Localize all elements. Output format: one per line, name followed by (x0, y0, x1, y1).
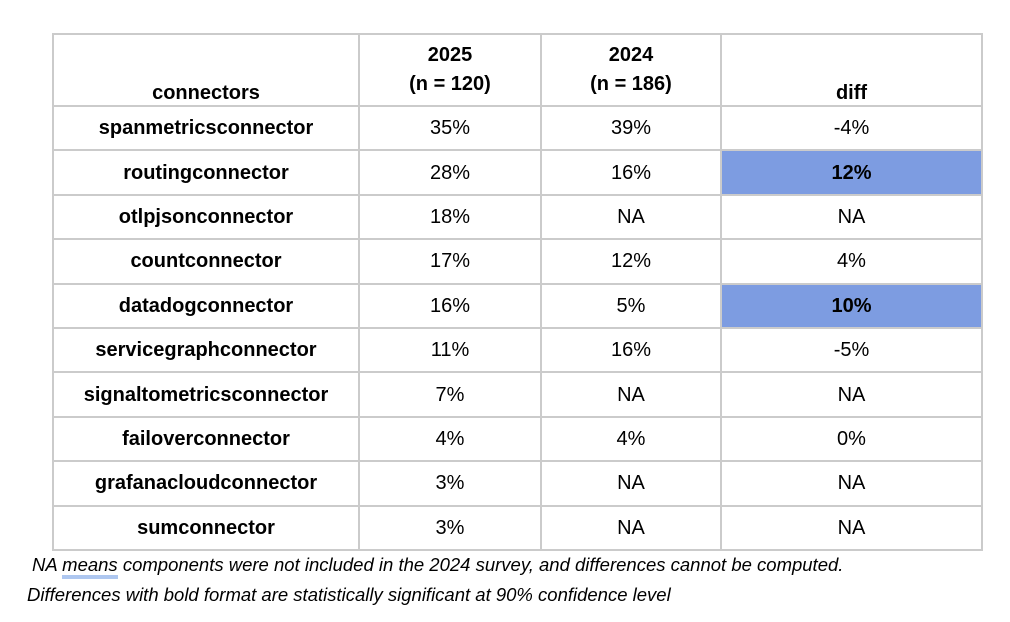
value-2025-cell: 7% (358, 371, 542, 418)
underlined-word-means: means (62, 554, 118, 579)
col-header-2025-year: 2025 (427, 44, 473, 66)
table-row: datadogconnector 16% 5% 10% (52, 282, 983, 329)
value-2025-cell: 28% (358, 149, 542, 196)
footnote-line-1: NA means components were not included in… (32, 553, 844, 579)
diff-cell: -5% (720, 326, 983, 374)
value-2025-cell: 17% (358, 238, 542, 285)
connector-name-cell: routingconnector (52, 149, 360, 196)
connector-name-cell: countconnector (52, 238, 360, 285)
diff-cell: 4% (720, 238, 983, 285)
footnote-line-2: Differences with bold format are statist… (27, 584, 671, 605)
value-2025-cell: 16% (358, 282, 542, 329)
col-header-2024-year: 2024 (608, 44, 654, 66)
table-row: routingconnector 28% 16% 12% (52, 149, 983, 196)
col-header-2024: 2024 (n = 186) (540, 33, 722, 107)
table-row: countconnector 17% 12% 4% (52, 238, 983, 285)
value-2025-cell: 18% (358, 193, 542, 241)
table-row: spanmetricsconnector 35% 39% -4% (52, 104, 983, 152)
col-header-diff: diff (720, 33, 983, 107)
footnote-na-prefix: NA (32, 554, 63, 575)
col-header-2025-n: (n = 120) (409, 73, 491, 95)
connector-name-cell: grafanacloudconnector (52, 460, 360, 507)
connectors-table: connectors 2025 (n = 120) 2024 (n = 186)… (52, 33, 983, 551)
diff-cell: NA (720, 504, 983, 551)
diff-cell: -4% (720, 104, 983, 152)
col-header-2025: 2025 (n = 120) (358, 33, 542, 107)
value-2025-cell: 3% (358, 460, 542, 507)
value-2024-cell: NA (540, 504, 722, 551)
connector-name-cell: failoverconnector (52, 415, 360, 463)
table-row: otlpjsonconnector 18% NA NA (52, 193, 983, 241)
table-row: signaltometricsconnector 7% NA NA (52, 371, 983, 418)
value-2025-cell: 35% (358, 104, 542, 152)
col-header-connectors: connectors (52, 33, 360, 107)
value-2025-cell: 4% (358, 415, 542, 463)
header-row: connectors 2025 (n = 120) 2024 (n = 186)… (52, 33, 983, 107)
value-2025-cell: 3% (358, 504, 542, 551)
col-header-2024-n: (n = 186) (590, 73, 672, 95)
value-2024-cell: NA (540, 371, 722, 418)
diff-cell: 12% (720, 149, 983, 196)
footnote-line-1-rest: components were not included in the 2024… (117, 554, 844, 575)
diff-cell: NA (720, 371, 983, 418)
value-2024-cell: NA (540, 193, 722, 241)
connector-name-cell: sumconnector (52, 504, 360, 551)
diff-cell: 10% (720, 282, 983, 329)
value-2024-cell: NA (540, 460, 722, 507)
value-2024-cell: 16% (540, 149, 722, 196)
table-row: failoverconnector 4% 4% 0% (52, 415, 983, 463)
value-2024-cell: 39% (540, 104, 722, 152)
value-2024-cell: 16% (540, 326, 722, 374)
connector-name-cell: datadogconnector (52, 282, 360, 329)
connector-name-cell: servicegraphconnector (52, 326, 360, 374)
diff-cell: 0% (720, 415, 983, 463)
diff-cell: NA (720, 193, 983, 241)
value-2025-cell: 11% (358, 326, 542, 374)
value-2024-cell: 5% (540, 282, 722, 329)
value-2024-cell: 12% (540, 238, 722, 285)
connector-name-cell: spanmetricsconnector (52, 104, 360, 152)
diff-cell: NA (720, 460, 983, 507)
table-row: servicegraphconnector 11% 16% -5% (52, 326, 983, 374)
table-row: grafanacloudconnector 3% NA NA (52, 460, 983, 507)
connector-name-cell: signaltometricsconnector (52, 371, 360, 418)
connector-name-cell: otlpjsonconnector (52, 193, 360, 241)
table-row: sumconnector 3% NA NA (52, 504, 983, 551)
value-2024-cell: 4% (540, 415, 722, 463)
